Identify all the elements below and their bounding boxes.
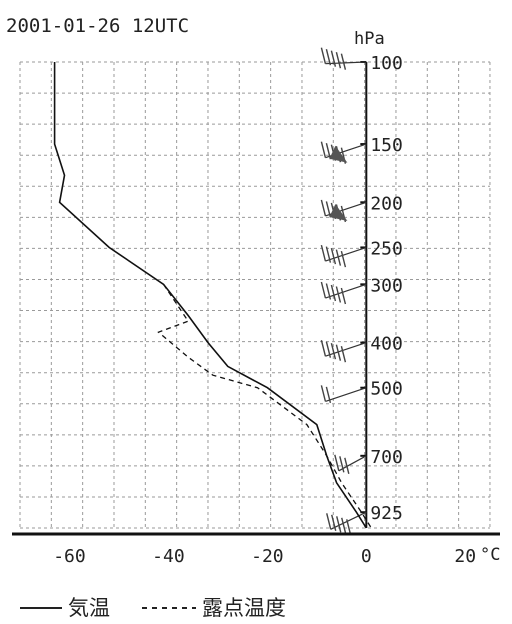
wind-barb: [326, 511, 367, 536]
pressure-tick-label: 925: [370, 503, 403, 524]
pressure-tick-label: 100: [370, 53, 403, 74]
x-tick-label: -20: [251, 546, 284, 567]
pressure-tick-label: 500: [370, 379, 403, 400]
pressure-tick-label: 250: [370, 238, 403, 259]
wind-barb: [320, 340, 367, 363]
x-tick-label: -60: [53, 546, 86, 567]
chart-title: 2001-01-26 12UTC: [6, 15, 189, 37]
y-axis-unit: hPa: [354, 29, 385, 49]
pressure-axis: 100 150 200 250 300 400 500 700 925: [360, 53, 403, 528]
legend-temperature-label: 気温: [68, 596, 110, 620]
pressure-tick-label: 200: [370, 193, 403, 214]
x-tick-label: -40: [152, 546, 185, 567]
pressure-tick-label: 400: [370, 334, 403, 355]
x-tick-label: 20: [454, 546, 476, 567]
temperature-line: [53, 62, 367, 529]
wind-barb: [334, 454, 367, 474]
wind-barb: [320, 244, 367, 268]
series-layer: [53, 62, 372, 529]
x-tick-label: 0: [361, 546, 372, 567]
legend-dewpoint-label: 露点温度: [202, 596, 286, 620]
x-axis-unit: °C: [480, 545, 500, 565]
dewpoint-line: [157, 283, 372, 529]
wind-barb: [320, 281, 367, 305]
wind-barbs: [320, 47, 367, 536]
pressure-tick-label: 150: [370, 135, 403, 156]
wind-barb: [320, 141, 367, 164]
x-axis: -60 -40 -20 0 20: [12, 532, 500, 567]
pressure-tick-label: 300: [370, 275, 403, 296]
pressure-tick-label: 700: [370, 447, 403, 468]
wind-barb: [320, 199, 367, 223]
chart-grid: [19, 61, 491, 529]
wind-barb: [320, 385, 367, 404]
wind-barb: [320, 47, 367, 70]
